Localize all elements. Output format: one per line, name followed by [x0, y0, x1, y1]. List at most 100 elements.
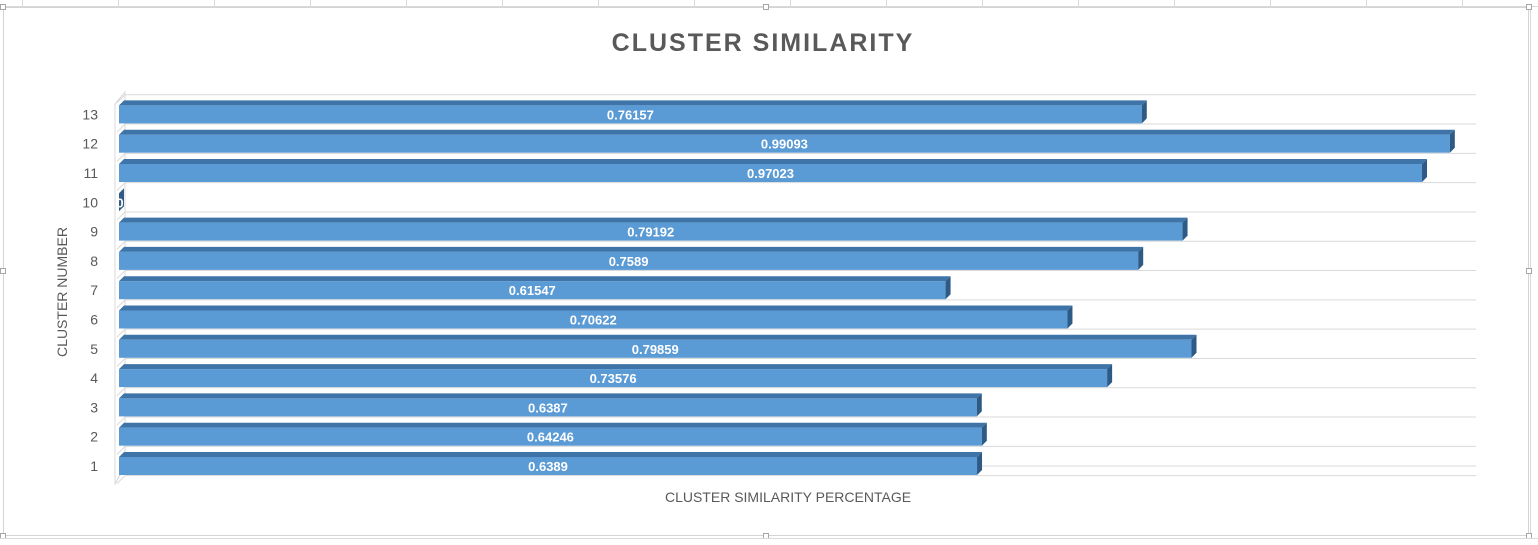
- cell-divider: [790, 0, 791, 6]
- bar-cluster-12[interactable]: 0.99093: [119, 129, 1455, 153]
- cell-divider: [1078, 0, 1079, 6]
- bar-front-face[interactable]: [119, 310, 1068, 329]
- bar-top-face: [119, 364, 1113, 370]
- gridline-wall-segment: [116, 416, 126, 426]
- bar-end-face: [976, 393, 982, 417]
- y-axis-title[interactable]: CLUSTER NUMBER: [54, 227, 70, 357]
- data-label: 0.79859: [632, 342, 679, 357]
- y-tick-label: 5: [90, 341, 98, 357]
- x-axis-title[interactable]: CLUSTER SIMILARITY PERCENTAGE: [665, 489, 911, 505]
- y-tick-label: 13: [82, 106, 98, 122]
- gridline-wall-segment: [116, 328, 126, 338]
- bar-end-face: [945, 276, 951, 300]
- y-tick-label: 8: [90, 253, 98, 269]
- bar-front-face[interactable]: [119, 369, 1108, 388]
- data-label: 0.61547: [509, 283, 556, 298]
- bar-front-face[interactable]: [119, 134, 1450, 153]
- bar-cluster-6[interactable]: 0.70622: [119, 305, 1073, 329]
- cell-divider: [886, 0, 887, 6]
- bar-top-face: [119, 334, 1197, 340]
- resize-handle-right[interactable]: [1526, 268, 1532, 274]
- gridline-wall-segment: [116, 211, 126, 221]
- y-tick-label: 1: [90, 458, 98, 474]
- gridline-wall-segment: [116, 445, 126, 455]
- bar-cluster-8[interactable]: 0.7589: [119, 246, 1144, 270]
- bar-series[interactable]: 0.6389 0.64246 0.6387 0.73576 0.79859 0.70622…: [116, 100, 1455, 475]
- resize-handle-top[interactable]: [763, 4, 769, 10]
- bar-cluster-5[interactable]: 0.79859: [119, 334, 1197, 358]
- y-tick-label: 7: [90, 282, 98, 298]
- cell-divider: [118, 0, 119, 6]
- cell-divider: [1270, 0, 1271, 6]
- bar-end-face: [1107, 364, 1113, 388]
- gridline-wall-segment: [116, 387, 126, 397]
- spreadsheet-row-below: [0, 538, 1538, 545]
- cell-divider: [310, 0, 311, 6]
- gridlines: [116, 94, 1476, 485]
- bar-end-face: [1422, 159, 1428, 182]
- bar-top-face: [119, 305, 1073, 311]
- bar-end-face: [977, 452, 983, 475]
- bar-front-face[interactable]: [119, 427, 982, 446]
- spreadsheet-row-above: [0, 0, 1538, 7]
- bar-cluster-7[interactable]: 0.61547: [119, 276, 951, 300]
- data-label: 0: [116, 195, 123, 210]
- resize-handle-top-left[interactable]: [0, 4, 6, 10]
- y-tick-label: 2: [90, 429, 98, 445]
- cell-divider: [502, 0, 503, 6]
- resize-handle-top-right[interactable]: [1526, 4, 1532, 10]
- cell-divider: [598, 0, 599, 6]
- cell-divider: [1366, 0, 1367, 6]
- bar-end-face: [1067, 305, 1073, 329]
- bar-chart[interactable]: CLUSTER SIMILARITY CLUSTER NUMBER CLUSTE…: [0, 0, 1530, 536]
- bar-front-face[interactable]: [119, 105, 1142, 124]
- bar-top-face: [119, 246, 1144, 252]
- bar-front-face[interactable]: [119, 251, 1139, 270]
- bar-top-face: [119, 100, 1147, 106]
- resize-handle-left[interactable]: [0, 268, 6, 274]
- data-label: 0.79192: [627, 225, 674, 240]
- bar-end-face: [1182, 217, 1188, 241]
- bar-cluster-13[interactable]: 0.76157: [119, 100, 1147, 124]
- bar-top-face: [119, 159, 1428, 164]
- y-tick-label: 10: [82, 194, 98, 210]
- gridline-wall-segment: [116, 94, 126, 104]
- data-label: 0.64246: [527, 430, 574, 445]
- bar-front-face[interactable]: [119, 339, 1192, 358]
- bar-cluster-9[interactable]: 0.79192: [119, 217, 1188, 241]
- bar-front-face[interactable]: [119, 457, 978, 475]
- cell-divider: [406, 0, 407, 6]
- gridline-wall-segment: [116, 475, 126, 485]
- bar-cluster-4[interactable]: 0.73576: [119, 364, 1113, 388]
- bar-top-face: [119, 276, 951, 282]
- bar-cluster-10[interactable]: 0: [116, 188, 124, 212]
- bar-top-face: [119, 129, 1455, 135]
- gridline-wall-segment: [116, 123, 126, 133]
- y-tick-label: 3: [90, 399, 98, 415]
- gridline-wall-segment: [116, 240, 126, 250]
- data-label: 0.99093: [761, 137, 808, 152]
- data-label: 0.6389: [528, 459, 568, 474]
- bar-top-face: [119, 422, 987, 428]
- bar-end-face: [1141, 100, 1147, 124]
- bar-front-face[interactable]: [119, 222, 1183, 241]
- bar-cluster-1[interactable]: 0.6389: [119, 452, 983, 475]
- bar-zero-stub: [119, 188, 124, 212]
- gridline-wall-segment: [116, 182, 126, 192]
- y-tick-label: 11: [83, 165, 98, 181]
- bar-cluster-2[interactable]: 0.64246: [119, 422, 987, 446]
- bar-front-face[interactable]: [119, 281, 946, 300]
- cell-divider: [694, 0, 695, 6]
- gridline-wall-segment: [116, 270, 126, 279]
- cell-divider: [1462, 0, 1463, 6]
- gridline-wall-segment: [116, 358, 126, 367]
- bar-cluster-11[interactable]: 0.97023: [119, 159, 1428, 182]
- bar-front-face[interactable]: [119, 398, 977, 417]
- y-tick-label: 4: [90, 370, 98, 386]
- bar-front-face[interactable]: [119, 164, 1423, 182]
- bar-end-face: [1191, 334, 1197, 358]
- chart-title[interactable]: CLUSTER SIMILARITY: [612, 29, 915, 57]
- data-label: 0.6387: [528, 400, 568, 415]
- bar-cluster-3[interactable]: 0.6387: [119, 393, 982, 417]
- y-tick-label: 12: [82, 136, 98, 152]
